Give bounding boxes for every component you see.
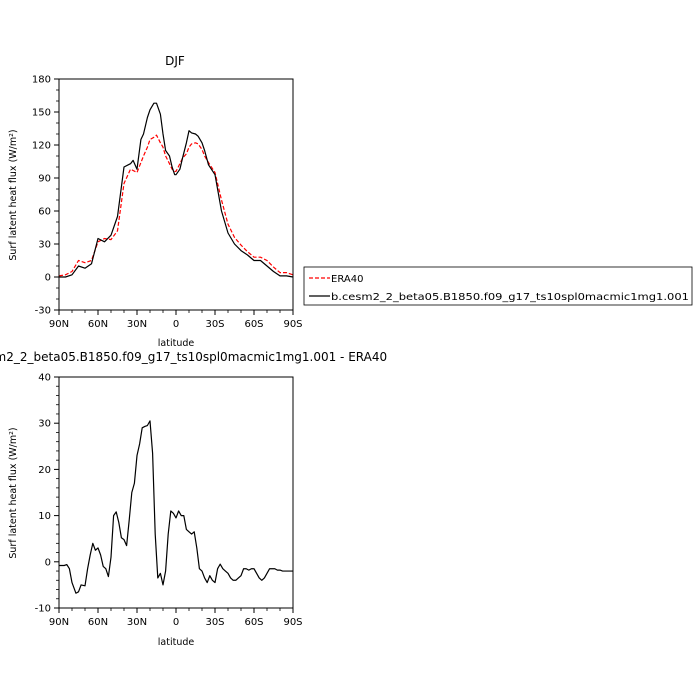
bottom-y-tick-label: 30 (38, 419, 51, 430)
legend-box (303, 266, 693, 306)
legend: ERA40 b.cesm2_2_beta05.B1850.f09_g17_ts1… (303, 266, 693, 306)
bottom-y-tick-label: 20 (38, 465, 51, 476)
legend-label-era40: ERA40 (331, 274, 363, 285)
top-y-tick-label: 0 (45, 273, 51, 284)
bottom-y-tick-label: -10 (35, 604, 51, 615)
bottom-y-tick-label: 40 (38, 373, 51, 384)
top-y-axis-label: Surf latent heat flux (W/m²) (8, 129, 19, 260)
bottom-x-tick-label: 30S (205, 617, 224, 628)
bottom-y-tick-label: 10 (38, 511, 51, 522)
top-x-tick-label: 90S (283, 319, 302, 330)
bottom-y-tick-label: 0 (45, 557, 51, 568)
top-plot-frame (58, 78, 294, 311)
top-x-tick-label: 60S (244, 319, 263, 330)
top-y-tick-label: -30 (35, 306, 51, 317)
top-x-tick-label: 0 (173, 319, 179, 330)
bottom-x-tick-label: 90N (49, 617, 69, 628)
bottom-x-tick-label: 90S (283, 617, 302, 628)
top-chart-title: DJF (165, 54, 185, 68)
top-series-line-1 (58, 134, 294, 277)
legend-label-model: b.cesm2_2_beta05.B1850.f09_g17_ts10spl0m… (331, 292, 689, 303)
bottom-x-tick-label: 30N (127, 617, 147, 628)
top-y-tick-label: 150 (32, 108, 51, 119)
bottom-panel: b.cesm2_2_beta05.B1850.f09_g17_ts10spl0m… (0, 350, 387, 648)
bottom-y-axis-label: Surf latent heat flux (W/m²) (8, 427, 19, 558)
top-y-tick-label: 30 (38, 240, 51, 251)
top-y-tick-label: 120 (32, 141, 51, 152)
top-x-tick-label: 30S (205, 319, 224, 330)
bottom-x-tick-label: 60S (244, 617, 263, 628)
top-x-tick-label: 90N (49, 319, 69, 330)
top-y-tick-label: 90 (38, 174, 51, 185)
top-panel: DJF -30 0 30 60 90 120 150 180 90N 60N 30N 0 30S 60S 9… (8, 54, 303, 349)
top-y-tick-label: 180 (32, 75, 51, 86)
bottom-axis-ticks: -10 0 10 20 30 40 90N 60N 30N 0 30S 60S 90S (35, 373, 303, 629)
top-x-tick-label: 30N (127, 319, 147, 330)
bottom-x-tick-label: 0 (173, 617, 179, 628)
bottom-plot-frame (58, 376, 294, 609)
bottom-chart-title: b.cesm2_2_beta05.B1850.f09_g17_ts10spl0m… (0, 350, 387, 364)
top-x-axis-label: latitude (158, 338, 195, 349)
top-x-tick-label: 60N (88, 319, 108, 330)
top-series-line-2 (59, 102, 294, 278)
bottom-series-group (59, 420, 293, 594)
bottom-series-line-1 (59, 420, 293, 594)
bottom-x-tick-label: 60N (88, 617, 108, 628)
top-y-tick-label: 60 (38, 207, 51, 218)
top-axis-ticks: -30 0 30 60 90 120 150 180 90N 60N 30N 0 30S 60S 90S (32, 75, 303, 331)
top-series-group (58, 102, 294, 278)
bottom-x-axis-label: latitude (158, 637, 195, 648)
